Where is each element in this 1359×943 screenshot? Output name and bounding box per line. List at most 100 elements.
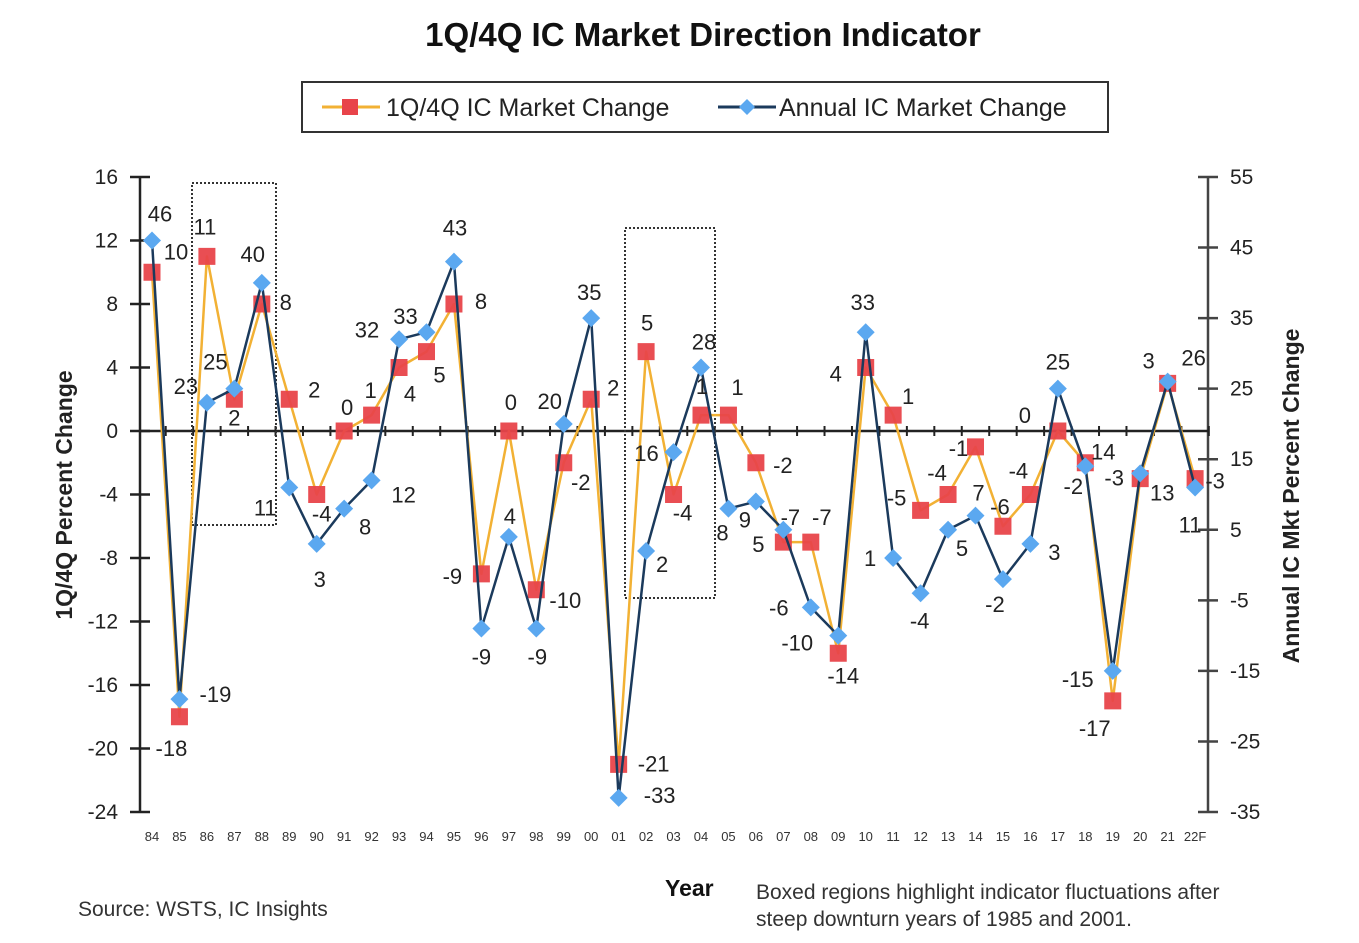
point-1q4q <box>829 644 847 662</box>
point-1q4q <box>912 501 930 519</box>
legend-label-annual: Annual IC Market Change <box>779 94 1067 122</box>
data-label-1q4q: -14 <box>827 663 859 688</box>
y-left-tick-label: -4 <box>99 484 118 507</box>
data-label-1q4q: 3 <box>1143 348 1155 373</box>
point-annual <box>1048 379 1067 398</box>
x-tick-label: 19 <box>1106 829 1120 844</box>
point-1q4q <box>692 406 710 424</box>
data-label-1q4q: 10 <box>164 239 188 264</box>
x-tick-label: 20 <box>1133 829 1147 844</box>
point-annual <box>966 506 985 525</box>
y-left-tick-label: 4 <box>106 357 118 380</box>
point-annual <box>197 393 216 412</box>
footnote-line-1: Boxed regions highlight indicator fluctu… <box>756 881 1219 904</box>
point-1q4q <box>418 343 435 361</box>
data-label-annual: 25 <box>203 350 227 375</box>
y-left-tick-label: -16 <box>88 674 118 697</box>
point-annual <box>801 598 820 617</box>
data-label-annual: -2 <box>985 592 1005 617</box>
data-label-annual: 8 <box>359 515 371 540</box>
data-label-1q4q: 1 <box>364 378 376 403</box>
point-1q4q <box>1021 486 1039 503</box>
data-label-annual: 43 <box>443 216 467 241</box>
data-label-1q4q: -18 <box>156 736 188 761</box>
point-annual <box>637 541 656 560</box>
point-annual <box>774 520 793 539</box>
x-tick-label: 98 <box>529 829 543 844</box>
point-annual <box>444 252 463 271</box>
data-label-1q4q: 4 <box>404 382 416 407</box>
point-1q4q <box>967 438 984 456</box>
data-label-1q4q: 0 <box>505 390 517 415</box>
point-annual <box>472 619 491 638</box>
point-1q4q <box>198 247 216 265</box>
data-label-annual: -9 <box>528 645 548 670</box>
data-label-annual: 35 <box>577 280 601 305</box>
y-right-tick-label: -5 <box>1230 589 1249 612</box>
data-label-annual: 7 <box>972 481 984 506</box>
data-label-1q4q: 0 <box>341 395 353 420</box>
data-label-annual: 14 <box>1091 439 1115 464</box>
x-tick-label: 97 <box>502 829 516 844</box>
y-axis-right-title: Annual IC Mkt Percent Change <box>1278 329 1304 664</box>
point-annual <box>1186 478 1205 497</box>
point-annual <box>692 358 710 377</box>
point-annual <box>362 471 381 490</box>
y-right-tick-label: 15 <box>1230 448 1253 471</box>
point-1q4q <box>225 390 243 408</box>
point-1q4q <box>802 533 820 551</box>
data-label-annual: 33 <box>850 290 874 315</box>
data-label-1q4q: 1 <box>902 384 914 409</box>
point-annual <box>143 231 161 250</box>
point-annual <box>1076 457 1095 476</box>
x-tick-label: 99 <box>557 829 571 844</box>
y-left-tick-label: 8 <box>106 293 118 316</box>
data-label-1q4q: -2 <box>773 453 793 478</box>
data-label-annual: 28 <box>692 330 716 355</box>
y-right-tick-label: 35 <box>1230 307 1253 330</box>
point-1q4q <box>884 406 902 424</box>
point-1q4q <box>335 422 353 440</box>
data-label-1q4q: -3 <box>1104 466 1124 491</box>
point-annual <box>746 492 765 511</box>
y-left-tick-label: -12 <box>88 611 118 634</box>
y-left-tick-label: 16 <box>95 166 118 189</box>
data-label-annual: 5 <box>956 536 968 561</box>
point-annual <box>499 527 518 546</box>
point-annual <box>1131 464 1150 483</box>
data-label-1q4q: -17 <box>1079 716 1111 741</box>
x-axis-title: Year <box>665 875 714 901</box>
y-right-tick-label: -15 <box>1230 660 1260 683</box>
data-label-1q4q: -21 <box>638 751 670 776</box>
point-1q4q <box>939 486 957 503</box>
y-right-tick-label: -25 <box>1230 730 1260 753</box>
point-annual <box>939 520 958 539</box>
data-label-1q4q: 5 <box>641 311 653 336</box>
x-tick-label: 91 <box>337 829 351 844</box>
point-annual <box>417 323 436 342</box>
x-tick-label: 12 <box>913 829 927 844</box>
x-tick-label: 93 <box>392 829 406 844</box>
data-label-annual: -4 <box>910 608 930 633</box>
y-left-tick-label: 12 <box>95 230 118 253</box>
highlight-box <box>624 227 716 599</box>
data-label-1q4q: 4 <box>830 362 842 387</box>
y-left-tick-label: -8 <box>99 547 118 570</box>
point-annual <box>829 626 848 645</box>
data-label-annual: 3 <box>1048 540 1060 565</box>
data-label-1q4q: 11 <box>193 214 216 239</box>
data-label-annual: 1 <box>864 546 876 571</box>
axes: 1612840-4-8-12-16-20-2455453525155-5-15-… <box>88 166 1261 844</box>
point-annual <box>280 478 299 497</box>
data-label-annual: -15 <box>1062 667 1094 692</box>
data-label-annual: 11 <box>1179 512 1202 537</box>
y-right-tick-label: 25 <box>1230 378 1253 401</box>
x-tick-label: 94 <box>419 829 433 844</box>
point-annual <box>170 690 189 709</box>
data-label-1q4q: -7 <box>781 505 801 530</box>
data-label-1q4q: -4 <box>1009 459 1029 484</box>
x-tick-label: 06 <box>749 829 763 844</box>
x-tick-label: 92 <box>364 829 378 844</box>
